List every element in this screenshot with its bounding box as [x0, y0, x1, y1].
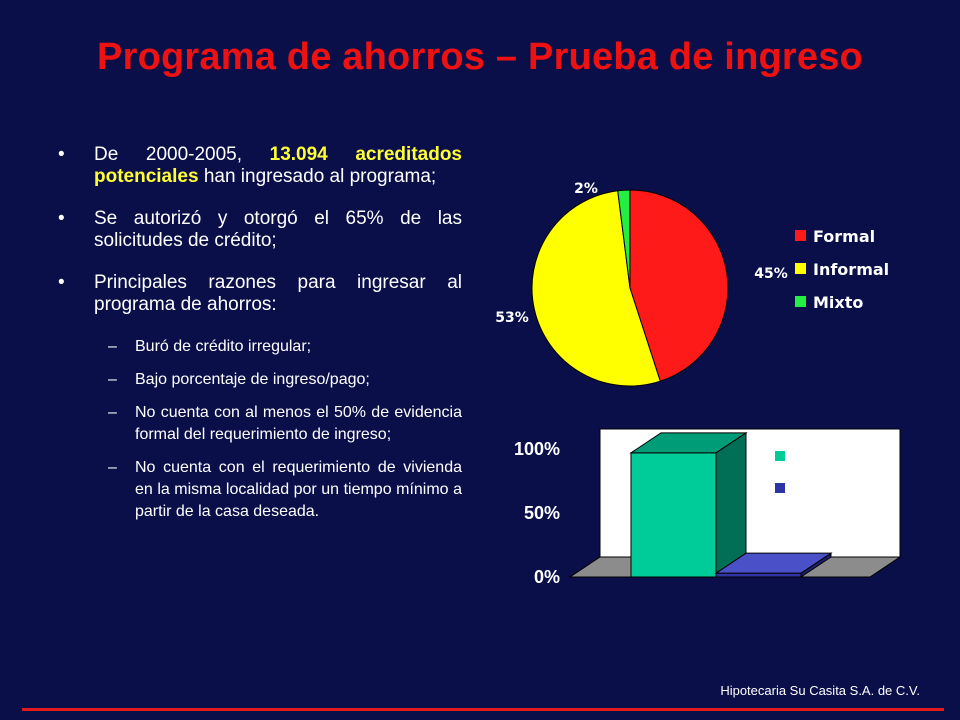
y-tick-label: 0%: [534, 567, 560, 587]
pie-data-label: 53%: [495, 310, 529, 326]
bar-front: [630, 452, 717, 578]
subbullet-dash: –: [108, 404, 117, 421]
bullet-text: Principales razones para ingresar al pro…: [94, 272, 462, 315]
legend-swatch: [775, 451, 785, 461]
subbullet-dash: –: [108, 459, 117, 476]
bullet-dot: •: [58, 272, 65, 293]
legend-label: 0-90 días: [792, 447, 875, 466]
bar-chart: 0% 50% 100% 0-90 días + 90 días: [514, 428, 902, 587]
subbullet-item: – No cuenta con el requerimiento de vivi…: [58, 457, 462, 523]
pie-slice-informal: [531, 190, 661, 387]
bullet-item: • De 2000-2005, 13.094 acreditados poten…: [58, 144, 462, 188]
legend-swatch: [795, 296, 806, 307]
subbullet-item: – Bajo porcentaje de ingreso/pago;: [58, 369, 462, 391]
bar-front: [715, 572, 802, 578]
subbullet-text: Buró de crédito irregular;: [135, 338, 312, 355]
subbullet-list: – Buró de crédito irregular; – Bajo porc…: [58, 336, 462, 523]
pie-slice-formal: [629, 189, 729, 382]
pie-chart: 45% 53% 2% Formal Informal Mixto: [495, 181, 889, 387]
legend-label: + 90 días: [792, 479, 876, 498]
slide-title: Programa de ahorros – Prueba de ingreso: [97, 36, 863, 78]
subbullet-text: Bajo porcentaje de ingreso/pago;: [135, 371, 370, 388]
bullet-text: De 2000-2005,: [94, 144, 270, 165]
bullet-dot: •: [58, 208, 65, 229]
subbullet-dash: –: [108, 371, 117, 388]
subbullet-item: – No cuenta con al menos el 50% de evide…: [58, 402, 462, 446]
subbullet-item: – Buró de crédito irregular;: [58, 336, 462, 358]
bullet-highlight: 13.094 acreditados potenciales: [94, 144, 462, 187]
bullet-item: • Principales razones para ingresar al p…: [58, 272, 462, 316]
bar-top: [714, 552, 833, 574]
subbullet-text: No cuenta con al menos el 50% de evidenc…: [135, 404, 462, 443]
legend-label: Mixto: [813, 293, 863, 312]
bar-side: [715, 431, 747, 578]
y-tick-label: 50%: [524, 503, 560, 523]
legend-swatch: [775, 483, 785, 493]
subbullet-text: No cuenta con el requerimiento de vivien…: [135, 459, 462, 520]
legend-label: Formal: [813, 227, 875, 246]
pie-data-label: 2%: [574, 181, 598, 197]
bullet-dot: •: [58, 144, 65, 165]
footer-rule: [22, 708, 944, 711]
bullet-text: han ingresado al programa;: [198, 166, 437, 187]
pie-data-label: 45%: [754, 266, 788, 282]
footer-text: Hipotecaria Su Casita S.A. de C.V.: [720, 683, 920, 698]
legend-label: Informal: [813, 260, 889, 279]
bullet-item: • Se autorizó y otorgó el 65% de las sol…: [58, 208, 462, 252]
legend-swatch: [795, 230, 806, 241]
bar-top: [629, 432, 748, 454]
y-tick-label: 100%: [514, 439, 560, 459]
bullet-list: • De 2000-2005, 13.094 acreditados poten…: [58, 144, 462, 534]
pie-slice-mixto: [617, 189, 631, 289]
subbullet-dash: –: [108, 338, 117, 355]
bullet-text: Se autorizó y otorgó el 65% de las solic…: [94, 208, 462, 251]
legend-swatch: [795, 263, 806, 274]
